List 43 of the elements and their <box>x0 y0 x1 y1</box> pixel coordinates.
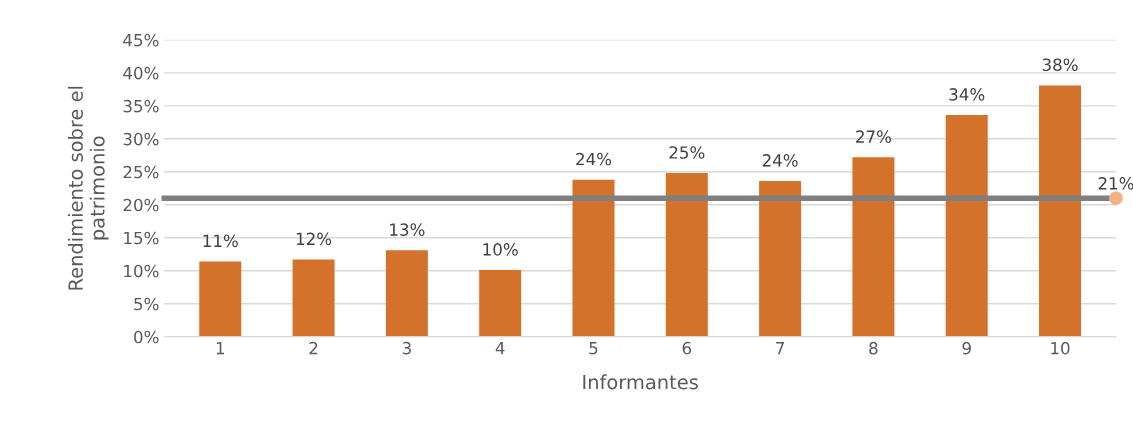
data-label: 34% <box>949 88 985 101</box>
x-tick-label: 7 <box>776 342 784 355</box>
bar <box>479 270 522 337</box>
x-tick-label: 6 <box>682 341 692 355</box>
data-label: 24% <box>576 152 612 166</box>
y-tick-label: 15% <box>124 231 159 245</box>
x-tick-label: 3 <box>402 341 411 355</box>
y-tick-label: 30% <box>123 132 159 146</box>
data-label: 25% <box>669 146 705 159</box>
y-tick-label: 10% <box>124 264 159 278</box>
x-tick-label: 1 <box>216 342 225 355</box>
data-label: 10% <box>483 243 518 256</box>
y-tick-label: 35% <box>123 99 159 113</box>
bar <box>292 259 335 337</box>
bar <box>1039 85 1082 337</box>
x-tick-label: 9 <box>962 341 971 355</box>
ref-line-label: 21% <box>1098 177 1133 190</box>
x-tick-label: 5 <box>589 342 598 355</box>
data-label: 11% <box>203 234 238 248</box>
data-label: 12% <box>296 232 332 246</box>
data-label: 13% <box>390 223 425 236</box>
x-tick-label: 10 <box>1051 341 1070 355</box>
bar <box>199 261 242 337</box>
x-tick-label: 2 <box>309 341 318 355</box>
bar <box>665 173 708 337</box>
bar <box>945 115 988 337</box>
y-axis-title: Rendimiento sobre el patrimonio <box>67 86 109 290</box>
x-tick-label: 4 <box>495 342 505 355</box>
y-tick-label: 40% <box>123 66 159 80</box>
bar <box>385 250 428 337</box>
bar <box>572 179 615 337</box>
y-tick-label: 25% <box>123 165 159 179</box>
y-tick-label: 5% <box>134 297 159 311</box>
data-label: 24% <box>762 154 798 167</box>
data-label: 27% <box>856 130 892 143</box>
bar <box>852 157 895 337</box>
x-tick-label: 8 <box>869 341 878 355</box>
y-tick-label: 20% <box>123 198 159 212</box>
x-axis-title: Informantes <box>583 374 698 390</box>
y-tick-label: 0% <box>134 330 159 344</box>
y-tick-label: 45% <box>123 33 159 47</box>
data-label: 38% <box>1042 58 1078 72</box>
bar <box>759 181 802 337</box>
